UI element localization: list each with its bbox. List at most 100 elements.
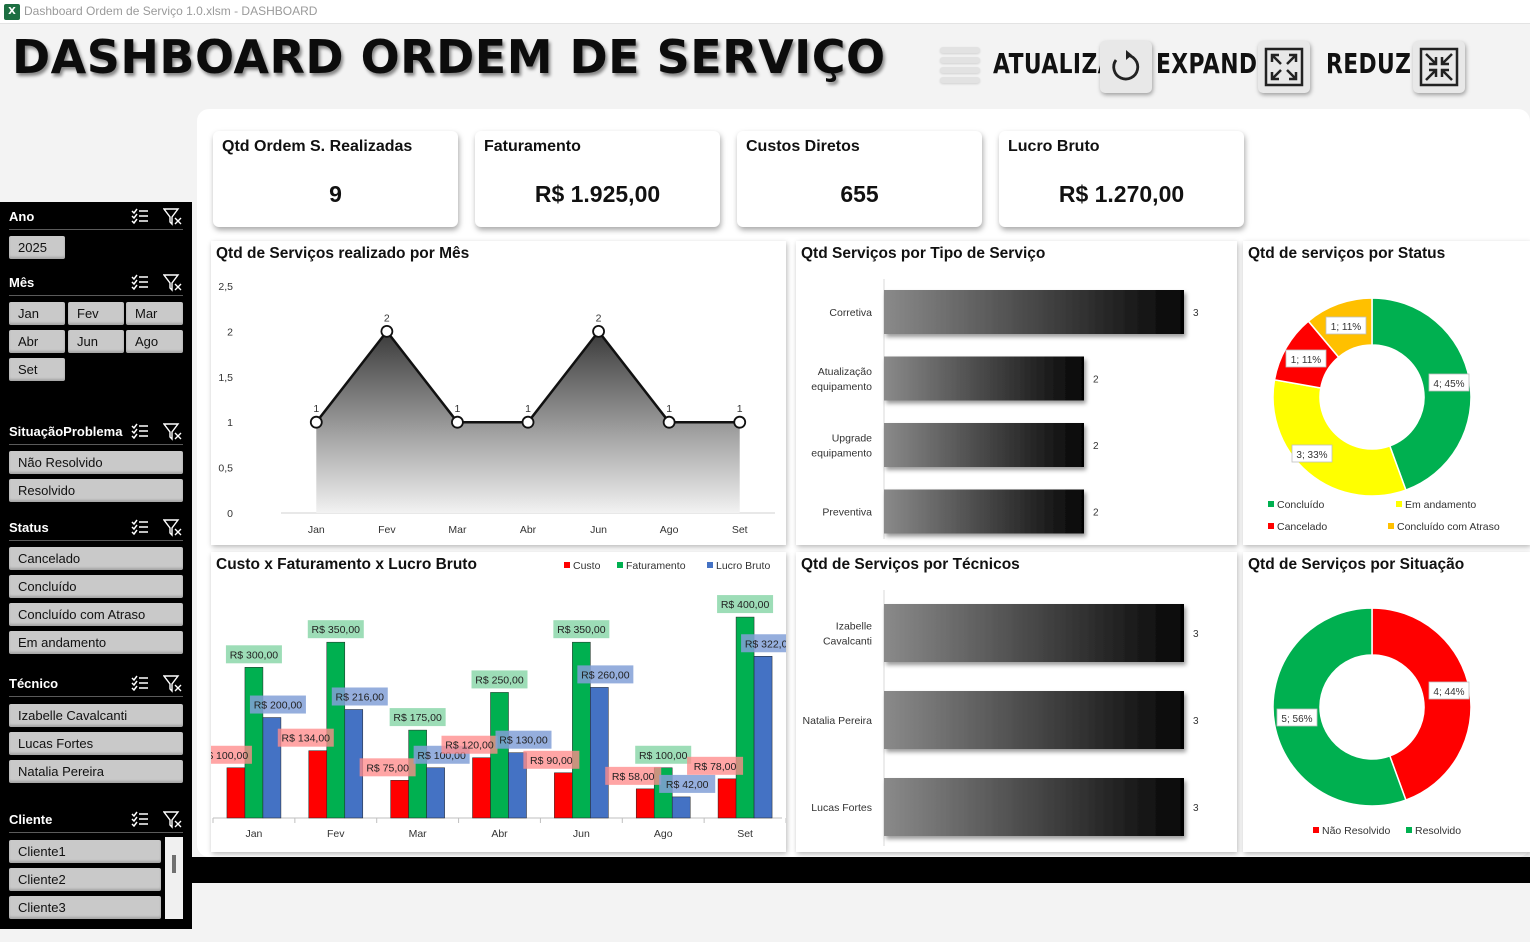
bar-chart: 3 Corretiva 2 Atualização equipamento 2 Upgrad…: [811, 279, 1199, 539]
data-label: R$ 175,00: [393, 712, 442, 724]
data-label: R$ 58,00: [612, 771, 655, 783]
chart-title: Qtd de Serviços realizado por Mês: [216, 245, 470, 262]
bar-data-label: R$ 42,00: [659, 774, 716, 793]
x-tick-label: Abr: [520, 524, 537, 536]
cliente-slicer-scrollbar[interactable]: [165, 837, 183, 919]
label-box: [277, 728, 334, 747]
slicer-item-status[interactable]: Cancelado: [9, 547, 183, 570]
chart-servicos-por-situacao[interactable]: 4; 44% 5; 56% Não Resolvido Resolvido Qtd d…: [1243, 552, 1530, 852]
chart-servicos-por-status[interactable]: 4; 45% 3; 33% 1; 11% 1; 11% Concluído Em anda…: [1243, 241, 1530, 545]
x-tick-label: Set: [732, 524, 748, 536]
label-box: [717, 595, 774, 614]
menu-lines-icon: [940, 47, 980, 87]
clear-filter-icon[interactable]: [162, 208, 183, 231]
clear-filter-icon[interactable]: [162, 274, 183, 297]
slicer-item-tecnico[interactable]: Natalia Pereira: [9, 760, 183, 783]
bar-lucro-bruto: [426, 767, 445, 819]
data-label: R$ 350,00: [557, 624, 606, 636]
slicer-item-status[interactable]: Em andamento: [9, 631, 183, 654]
kpi-card-custos-diretos: Custos Diretos 655: [737, 131, 982, 227]
bar-data-label: R$ 260,00: [577, 665, 634, 684]
bar-data-label: R$ 300,00: [225, 645, 282, 664]
slicer-item-mes[interactable]: Ago: [126, 330, 183, 353]
multi-select-icon[interactable]: [131, 811, 151, 832]
bar-data-label: R$ 134,00: [277, 728, 334, 747]
expand-button[interactable]: [1258, 41, 1310, 93]
chart-servicos-por-tipo[interactable]: 3 Corretiva 2 Atualização equipamento 2 Upgrad…: [796, 241, 1237, 545]
refresh-button[interactable]: [1100, 41, 1152, 93]
chart-servicos-por-mes[interactable]: 0 0,5 1 1,5 2 2,5 1 Jan 2 Fev 1 Mar 1 Abr 2 Jun 1 Ago 1 Set…: [211, 241, 786, 545]
multi-select-icon[interactable]: [131, 675, 151, 696]
bar: [884, 356, 1084, 401]
slicer-item-cliente[interactable]: Cliente1: [9, 840, 161, 863]
legend-label: Lucro Bruto: [716, 560, 770, 572]
clear-filter-icon[interactable]: [162, 519, 183, 542]
bar-custo: [390, 780, 409, 819]
data-label: 3: [1193, 308, 1199, 319]
category-label: Corretiva: [829, 307, 872, 319]
slicer-item-mes[interactable]: Jan: [9, 302, 65, 325]
slice-label: 1; 11%: [1325, 316, 1367, 335]
multi-select-icon[interactable]: [131, 274, 151, 295]
bar-faturamento: [490, 692, 509, 819]
multi-select-icon[interactable]: [131, 208, 151, 229]
kpi-card-lucro-bruto: Lucro Bruto R$ 1.270,00: [999, 131, 1244, 227]
slice-label: 3; 33%: [1291, 444, 1333, 463]
bar-data-label: R$ 250,00: [471, 670, 528, 689]
y-tick-label: 1: [227, 417, 233, 429]
category-label: Upgrade: [832, 433, 872, 445]
scrollbar-thumb[interactable]: [172, 855, 176, 873]
chart-custo-faturamento-lucro[interactable]: Jan Fev Mar Abr Jun Ago Set R$ 100,00 R$ 300,00 R…: [211, 552, 786, 852]
chart-title: Qtd de Serviços por Técnicos: [801, 556, 1020, 573]
category-label: Preventiva: [822, 507, 872, 519]
multi-select-icon[interactable]: [131, 423, 151, 444]
slicer-item-situacao[interactable]: Resolvido: [9, 479, 183, 502]
slicer-item-cliente[interactable]: Cliente2: [9, 868, 161, 891]
label-box: [389, 708, 446, 727]
collapse-icon: [1419, 47, 1459, 87]
slicer-item-mes[interactable]: Set: [9, 358, 65, 381]
slice-value-label: 4; 44%: [1433, 687, 1464, 698]
legend-label: Custo: [573, 560, 601, 572]
y-tick-label: 1,5: [218, 372, 233, 384]
slicer-item-mes[interactable]: Fev: [68, 302, 124, 325]
slicer-item-tecnico[interactable]: Izabelle Cavalcanti: [9, 704, 183, 727]
slicer-item-situacao[interactable]: Não Resolvido: [9, 451, 183, 474]
label-box: [225, 645, 282, 664]
data-label: R$ 90,00: [530, 755, 573, 767]
slice-value-label: 4; 45%: [1433, 379, 1464, 390]
slicer-item-status[interactable]: Concluído com Atraso: [9, 603, 183, 626]
slicer-item-tecnico[interactable]: Lucas Fortes: [9, 732, 183, 755]
slicer-item-status[interactable]: Concluído: [9, 575, 183, 598]
window-titlebar: X Dashboard Ordem de Serviço 1.0.xlsm - …: [0, 0, 1530, 24]
category-label: Lucas Fortes: [811, 802, 872, 814]
x-tick-label: Ago: [654, 828, 673, 840]
kpi-card-qtd-ordens: Qtd Ordem S. Realizadas 9: [213, 131, 458, 227]
slicer-item-mes[interactable]: Jun: [68, 330, 124, 353]
clear-filter-icon[interactable]: [162, 811, 183, 834]
x-tick-label: Abr: [491, 828, 508, 840]
bar-data-label: R$ 90,00: [523, 750, 580, 769]
category-label: Izabelle: [836, 621, 872, 633]
slicer-item-mes[interactable]: Abr: [9, 330, 65, 353]
kpi-label: Qtd Ordem S. Realizadas: [222, 138, 413, 155]
multi-select-icon[interactable]: [131, 519, 151, 540]
collapse-button[interactable]: [1413, 41, 1465, 93]
slicer-item-cliente[interactable]: Cliente3: [9, 896, 161, 919]
chart-servicos-por-tecnico[interactable]: 3 Izabelle Cavalcanti 3 Natalia Pereira 3 Luca…: [796, 552, 1237, 852]
slicer-title: Cliente: [9, 812, 53, 827]
slicer-item-mes[interactable]: Mar: [126, 302, 183, 325]
legend-swatch: [1388, 523, 1394, 529]
donut-chart: 4; 44% 5; 56% Não Resolvido Resolvido: [1272, 607, 1472, 837]
legend-swatch: [1406, 827, 1412, 833]
slicer-title: SituaçãoProblema: [9, 424, 123, 439]
x-tick-label: Fev: [327, 828, 345, 840]
clear-filter-icon[interactable]: [162, 423, 183, 446]
slicer-item-ano[interactable]: 2025: [9, 236, 65, 259]
clear-filter-icon[interactable]: [162, 675, 183, 698]
data-label: R$ 400,00: [721, 599, 770, 611]
bar-lucro-bruto: [753, 656, 773, 819]
bar-faturamento: [244, 667, 264, 819]
bar-custo: [635, 788, 655, 819]
bar-data-label: R$ 100,00: [211, 745, 252, 764]
